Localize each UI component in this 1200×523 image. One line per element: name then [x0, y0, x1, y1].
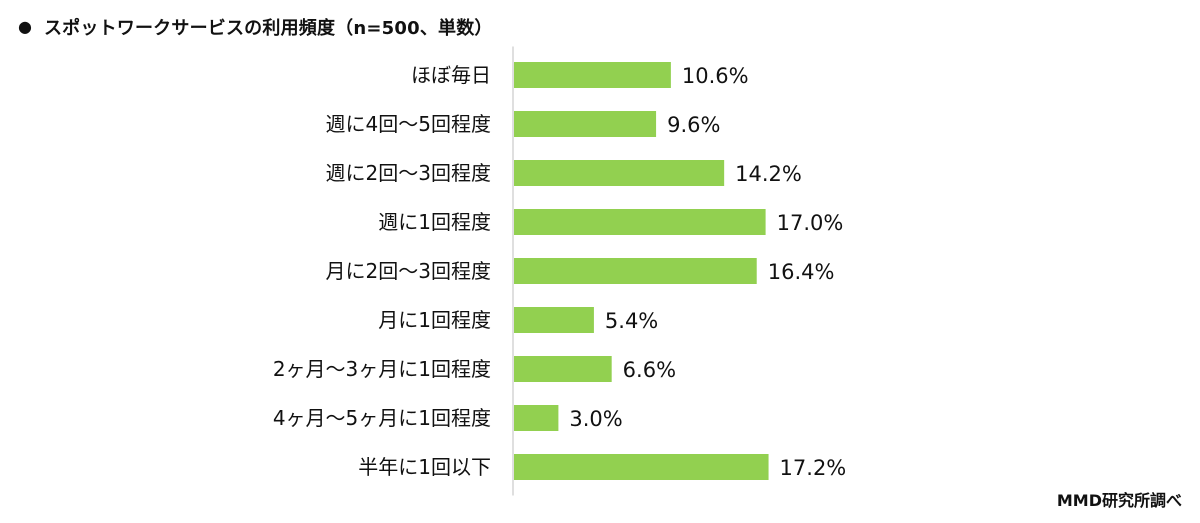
bullet-icon: ● [18, 17, 32, 36]
bar [514, 160, 725, 186]
value-label: 10.6% [682, 64, 749, 88]
chart-title: スポットワークサービスの利用頻度（n=500、単数） [43, 18, 493, 39]
category-label: 半年に1回以下 [358, 455, 491, 479]
category-label: 週に4回～5回程度 [326, 112, 491, 136]
bar [514, 454, 769, 480]
title-row: ● スポットワークサービスの利用頻度（n=500、単数） [18, 12, 493, 42]
value-label: 17.0% [777, 211, 844, 235]
value-label: 17.2% [780, 456, 847, 480]
bar [514, 258, 757, 284]
value-label: 14.2% [735, 162, 802, 186]
value-label: 3.0% [569, 407, 622, 431]
category-label: 月に1回程度 [378, 308, 491, 332]
category-label: ほぼ毎日 [411, 63, 491, 87]
bar [514, 307, 594, 333]
source-credit: MMD研究所調べ [1056, 491, 1182, 510]
category-label: 2ヶ月～3ヶ月に1回程度 [273, 357, 491, 381]
category-label: 4ヶ月～5ヶ月に1回程度 [273, 406, 491, 430]
category-label: 週に2回～3回程度 [326, 161, 491, 185]
bar [514, 356, 612, 382]
value-label: 9.6% [667, 113, 720, 137]
category-label: 月に2回～3回程度 [326, 259, 491, 283]
bar [514, 209, 766, 235]
bar [514, 405, 559, 431]
bar [514, 111, 657, 137]
value-label: 16.4% [768, 260, 835, 284]
value-label: 5.4% [605, 309, 658, 333]
value-label: 6.6% [623, 358, 676, 382]
bar [514, 62, 671, 88]
category-label: 週に1回程度 [378, 210, 491, 234]
